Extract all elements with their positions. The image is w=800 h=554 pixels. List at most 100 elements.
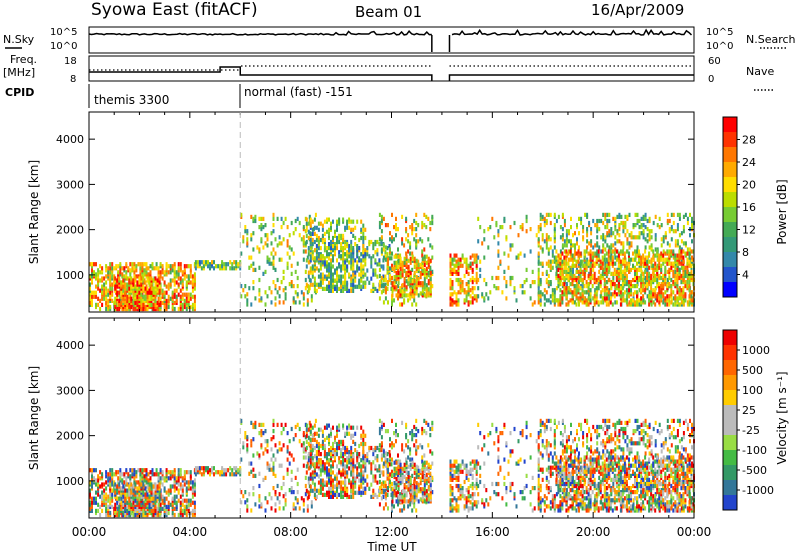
power-cell	[173, 292, 176, 297]
power-cell	[344, 239, 347, 245]
power-cell	[565, 261, 568, 266]
power-cell	[577, 288, 580, 293]
power-cell	[111, 266, 114, 271]
power-cell	[300, 290, 303, 295]
power-cell	[409, 251, 412, 256]
freq-label: Freq.	[10, 53, 37, 66]
power-cell	[672, 302, 675, 307]
velocity-cell	[132, 512, 135, 518]
velocity-cell	[258, 504, 261, 509]
power-cell	[531, 269, 534, 274]
power-cell	[451, 302, 454, 307]
power-cell	[668, 267, 671, 272]
power-cell	[575, 269, 578, 274]
power-cell	[356, 260, 359, 265]
power-cell	[376, 288, 379, 293]
power-cell	[419, 237, 422, 242]
velocity-cell	[221, 466, 224, 471]
power-cell	[599, 280, 602, 285]
power-cell	[457, 265, 460, 270]
power-cell	[553, 245, 556, 250]
power-cell	[250, 233, 253, 238]
power-cell	[680, 249, 683, 254]
power-cell	[119, 262, 122, 267]
power-cell	[417, 293, 420, 298]
power-cell	[660, 267, 663, 272]
power-cell	[330, 225, 332, 230]
power-cell	[242, 239, 245, 244]
velocity-cell	[93, 496, 95, 501]
power-cell	[660, 257, 663, 262]
power-cell	[579, 286, 582, 291]
power-cell	[311, 242, 314, 247]
power-cell	[586, 212, 589, 217]
velocity-cell	[252, 453, 255, 458]
power-cell	[409, 256, 412, 261]
power-cell	[368, 242, 371, 247]
power-cell	[358, 280, 361, 285]
power-cell	[642, 298, 645, 303]
power-cell	[128, 304, 131, 310]
velocity-cell	[288, 451, 291, 456]
velocity-cell	[209, 468, 211, 473]
power-cell	[609, 296, 612, 301]
power-cell	[425, 291, 428, 296]
power-cell	[646, 259, 649, 264]
power-cell	[111, 298, 114, 303]
power-cell	[605, 300, 608, 305]
velocity-cell	[109, 482, 112, 487]
velocity-cell	[191, 500, 194, 505]
power-cell	[551, 265, 554, 270]
velocity-cell	[143, 468, 146, 473]
power-cell	[423, 293, 426, 298]
power-cell	[680, 251, 683, 256]
power-cell	[636, 294, 638, 299]
power-cell	[630, 298, 632, 303]
power-cell	[380, 251, 383, 256]
power-cell	[417, 281, 420, 286]
power-cell	[563, 282, 566, 287]
power-cell	[479, 267, 482, 272]
power-cell	[610, 243, 613, 248]
velocity-cell	[123, 472, 126, 477]
power-cell	[611, 255, 614, 260]
power-cell	[626, 229, 629, 234]
velocity-cell	[89, 502, 91, 507]
power-cell	[403, 256, 406, 261]
power-cell	[181, 292, 184, 297]
power-cell	[555, 261, 558, 266]
power-cell	[451, 257, 454, 262]
power-cell	[646, 233, 649, 238]
power-cell	[342, 219, 345, 224]
power-cell	[539, 223, 542, 228]
velocity-cell	[202, 470, 205, 475]
power-cell	[471, 300, 474, 305]
power-cell	[571, 300, 574, 305]
power-cell	[362, 250, 365, 255]
power-cell	[640, 231, 643, 236]
power-cell	[636, 249, 638, 254]
power-cell	[196, 260, 199, 265]
velocity-cell	[161, 494, 164, 499]
power-cell	[384, 274, 387, 279]
power-cell	[628, 251, 630, 256]
power-cell	[577, 259, 580, 264]
power-cell	[109, 266, 112, 271]
power-cell	[543, 294, 546, 299]
velocity-cell	[145, 472, 148, 477]
power-cell	[619, 286, 622, 291]
velocity-cell	[150, 508, 153, 513]
velocity-cell	[177, 482, 180, 487]
velocity-cell	[156, 506, 159, 511]
velocity-cell	[105, 506, 108, 511]
power-cell	[619, 251, 622, 256]
power-cell	[313, 231, 316, 236]
power-cell	[150, 276, 153, 281]
power-cell	[124, 300, 127, 305]
power-cell	[421, 264, 424, 269]
power-cell	[284, 286, 287, 291]
power-cell	[559, 275, 562, 281]
power-cell	[352, 288, 355, 293]
velocity-cell	[101, 496, 104, 501]
power-cell	[642, 288, 645, 293]
